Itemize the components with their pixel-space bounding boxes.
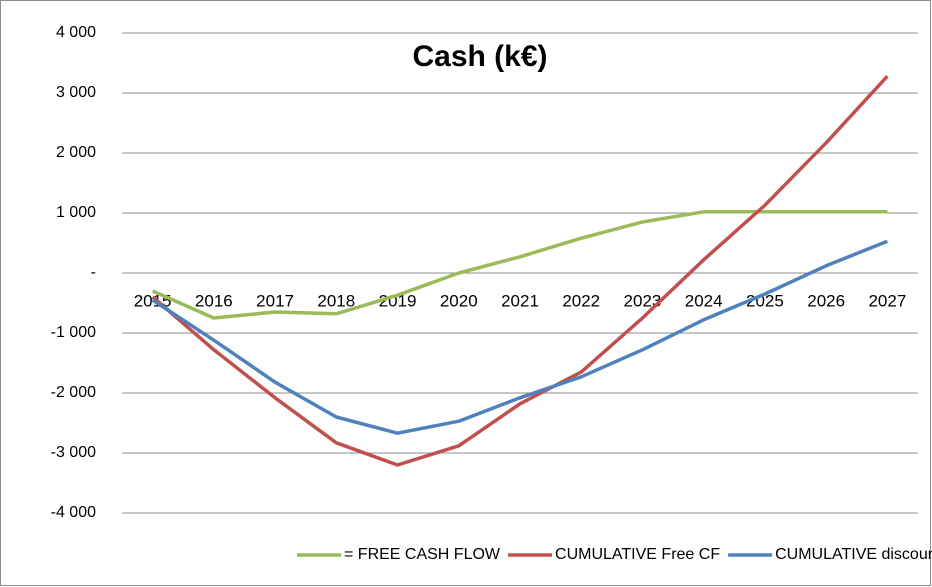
y-tick-label: -1 000 xyxy=(51,324,96,341)
legend-label: CUMULATIVE discounted CF xyxy=(775,546,932,563)
x-tick-label: 2021 xyxy=(501,291,539,310)
series-line xyxy=(151,239,889,435)
y-tick-label: - xyxy=(91,264,96,281)
y-tick-label: 4 000 xyxy=(56,24,96,41)
y-tick-label: -4 000 xyxy=(51,504,96,521)
x-tick-label: 2026 xyxy=(807,291,845,310)
y-tick-label: -3 000 xyxy=(51,444,96,461)
x-tick-label: 2024 xyxy=(685,291,723,310)
legend-label: CUMULATIVE Free CF xyxy=(555,546,720,563)
y-tick-label: 3 000 xyxy=(56,84,96,101)
series-line xyxy=(151,210,888,320)
chart-title: Cash (k€) xyxy=(412,40,547,73)
series-line xyxy=(151,75,889,467)
x-tick-label: 2022 xyxy=(562,291,600,310)
x-tick-label: 2027 xyxy=(868,291,906,310)
x-tick-label: 2018 xyxy=(317,291,355,310)
x-tick-label: 2016 xyxy=(195,291,233,310)
y-tick-label: -2 000 xyxy=(51,384,96,401)
y-tick-label: 2 000 xyxy=(56,144,96,161)
legend-label: = FREE CASH FLOW xyxy=(344,546,501,563)
x-tick-label: 2023 xyxy=(624,291,662,310)
x-tick-label: 2019 xyxy=(379,291,417,310)
x-tick-label: 2017 xyxy=(256,291,294,310)
y-tick-label: 1 000 xyxy=(56,204,96,221)
x-tick-label: 2020 xyxy=(440,291,478,310)
